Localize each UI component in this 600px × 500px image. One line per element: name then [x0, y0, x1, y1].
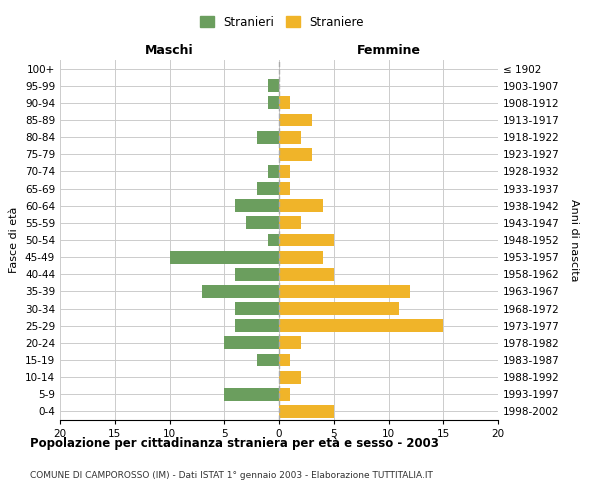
Bar	[169, 250, 279, 264]
Bar	[257, 354, 279, 366]
Bar	[235, 320, 279, 332]
Legend: Stranieri, Straniere: Stranieri, Straniere	[195, 11, 369, 34]
Bar	[257, 130, 279, 143]
Bar	[279, 114, 312, 126]
Bar	[268, 96, 279, 110]
Bar	[246, 216, 279, 230]
Bar	[257, 182, 279, 195]
Bar	[279, 148, 312, 160]
Bar	[279, 182, 290, 195]
Bar	[268, 234, 279, 246]
Bar	[279, 354, 290, 366]
Bar	[268, 80, 279, 92]
Bar	[279, 216, 301, 230]
Bar	[279, 234, 334, 246]
Bar	[279, 268, 334, 280]
Bar	[279, 285, 410, 298]
Bar	[268, 165, 279, 178]
Bar	[279, 200, 323, 212]
Bar	[279, 370, 301, 384]
Bar	[224, 336, 279, 349]
Y-axis label: Fasce di età: Fasce di età	[10, 207, 19, 273]
Bar	[235, 200, 279, 212]
Bar	[279, 130, 301, 143]
Text: Popolazione per cittadinanza straniera per età e sesso - 2003: Popolazione per cittadinanza straniera p…	[30, 437, 439, 450]
Bar	[279, 320, 443, 332]
Bar	[279, 96, 290, 110]
Text: COMUNE DI CAMPOROSSO (IM) - Dati ISTAT 1° gennaio 2003 - Elaborazione TUTTITALIA: COMUNE DI CAMPOROSSO (IM) - Dati ISTAT 1…	[30, 471, 433, 480]
Y-axis label: Anni di nascita: Anni di nascita	[569, 198, 579, 281]
Bar	[279, 388, 290, 400]
Bar	[224, 388, 279, 400]
Text: Maschi: Maschi	[145, 44, 194, 57]
Bar	[279, 250, 323, 264]
Bar	[235, 302, 279, 315]
Text: Femmine: Femmine	[356, 44, 421, 57]
Bar	[235, 268, 279, 280]
Bar	[279, 336, 301, 349]
Bar	[279, 405, 334, 418]
Bar	[202, 285, 279, 298]
Bar	[279, 165, 290, 178]
Bar	[279, 302, 400, 315]
